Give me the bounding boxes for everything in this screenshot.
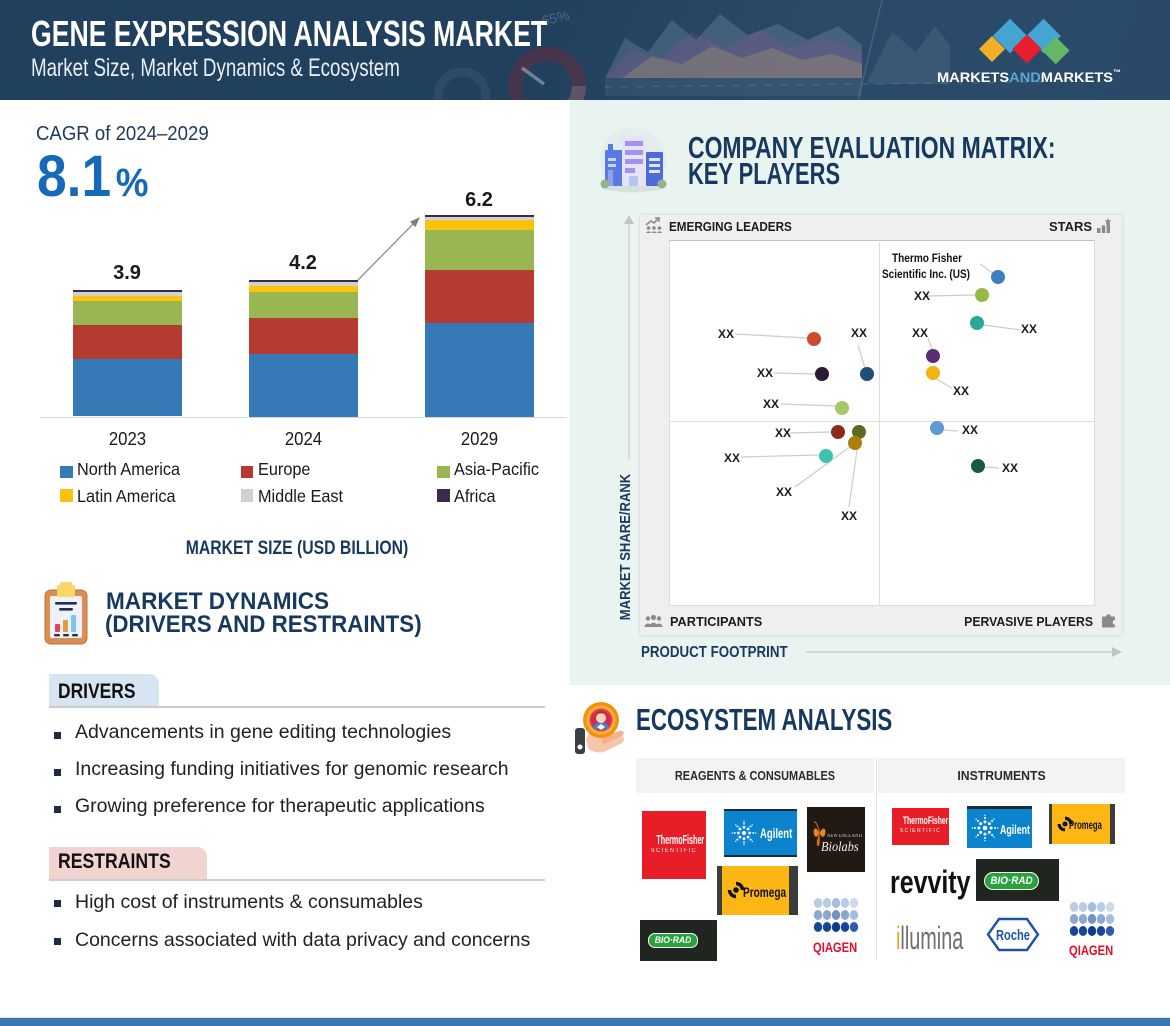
svg-text:XX: XX bbox=[718, 327, 734, 341]
svg-text:65%: 65% bbox=[540, 7, 571, 29]
svg-text:XX: XX bbox=[912, 326, 928, 340]
svg-text:XX: XX bbox=[724, 451, 740, 465]
svg-text:Roche: Roche bbox=[996, 927, 1030, 944]
svg-text:XX: XX bbox=[914, 289, 930, 303]
svg-text:XX: XX bbox=[962, 423, 978, 437]
svg-text:Thermo Fisher: Thermo Fisher bbox=[892, 253, 962, 265]
svg-text:XX: XX bbox=[757, 366, 773, 380]
svg-text:XX: XX bbox=[841, 509, 857, 523]
svg-text:XX: XX bbox=[953, 384, 969, 398]
svg-text:XX: XX bbox=[763, 397, 779, 411]
svg-text:™: ™ bbox=[1113, 68, 1121, 77]
svg-text:XX: XX bbox=[1021, 322, 1037, 336]
svg-text:XX: XX bbox=[775, 426, 791, 440]
svg-text:XX: XX bbox=[776, 485, 792, 499]
svg-text:XX: XX bbox=[851, 326, 867, 340]
svg-text:Scientific Inc. (US): Scientific Inc. (US) bbox=[882, 269, 970, 281]
svg-text:XX: XX bbox=[1002, 461, 1018, 475]
